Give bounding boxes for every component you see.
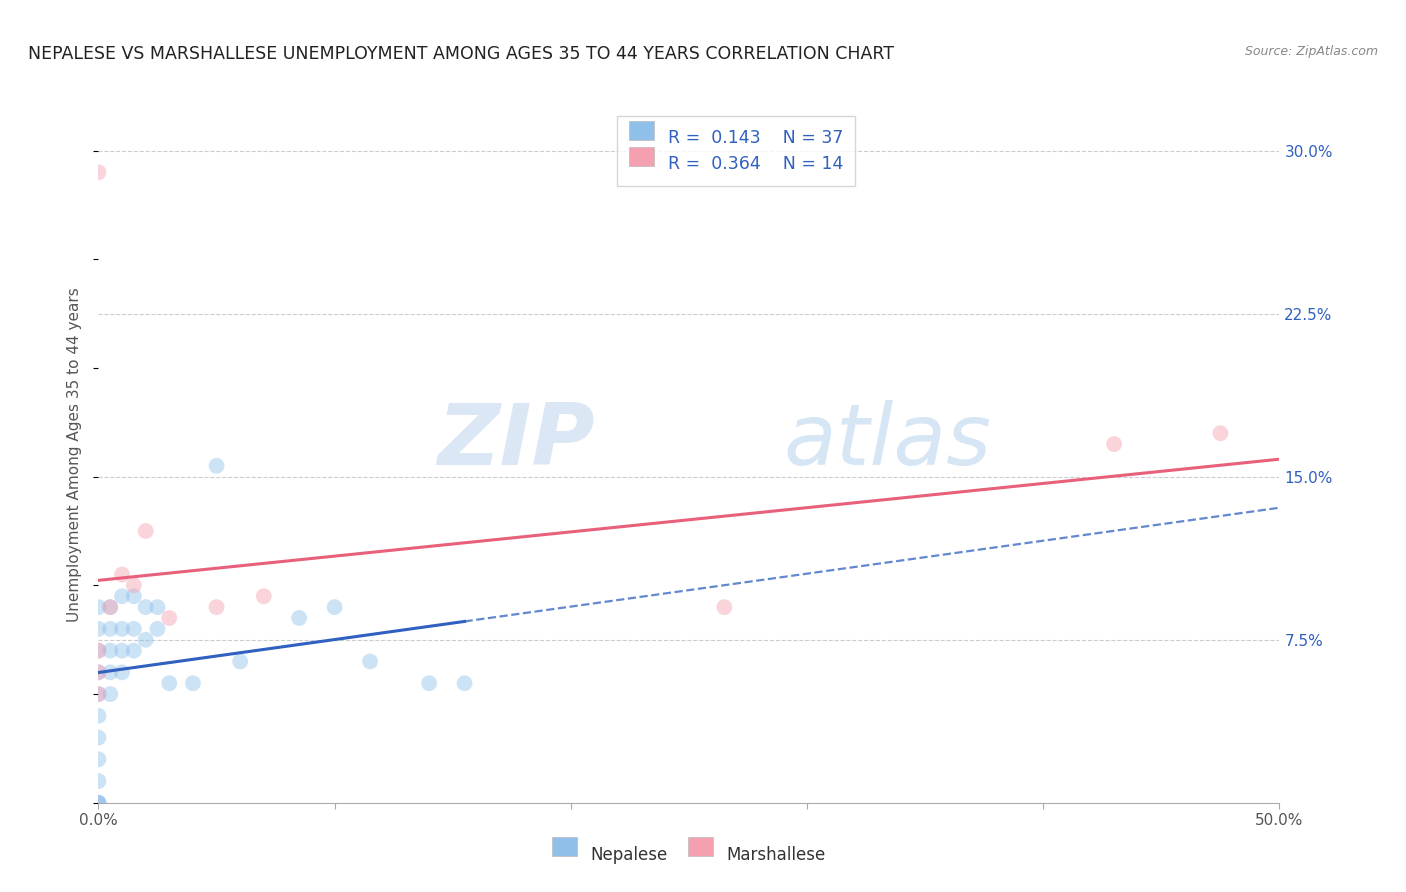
Text: NEPALESE VS MARSHALLESE UNEMPLOYMENT AMONG AGES 35 TO 44 YEARS CORRELATION CHART: NEPALESE VS MARSHALLESE UNEMPLOYMENT AMO… [28, 45, 894, 62]
Point [98, 665, 121, 680]
Point [205, 458, 228, 473]
Text: Source: ZipAtlas.com: Source: ZipAtlas.com [1244, 45, 1378, 58]
Point [87, 665, 110, 680]
Point [205, 600, 228, 615]
Point [229, 655, 252, 669]
Legend: Nepalese, Marshallese: Nepalese, Marshallese [546, 838, 832, 871]
Point [418, 676, 440, 690]
Point [146, 622, 169, 636]
Point [98, 600, 121, 615]
Point [122, 578, 145, 592]
Point [87, 643, 110, 657]
Point [288, 611, 311, 625]
Point [157, 676, 180, 690]
Point [87, 622, 110, 636]
Point [87, 708, 110, 723]
Point [87, 643, 110, 657]
Point [87, 665, 110, 680]
Point [111, 665, 134, 680]
Text: ZIP: ZIP [437, 400, 595, 483]
Point [181, 676, 204, 690]
Point [453, 676, 475, 690]
Point [98, 600, 121, 615]
Point [87, 752, 110, 766]
Point [87, 774, 110, 789]
Point [135, 524, 157, 538]
Point [98, 622, 121, 636]
Point [253, 589, 276, 603]
Point [87, 687, 110, 701]
Point [1209, 426, 1232, 441]
Point [87, 165, 110, 179]
Point [122, 643, 145, 657]
Point [122, 622, 145, 636]
Point [87, 687, 110, 701]
Point [157, 611, 180, 625]
Point [122, 589, 145, 603]
Point [111, 643, 134, 657]
Point [713, 600, 735, 615]
Point [87, 796, 110, 810]
Point [135, 600, 157, 615]
Point [323, 600, 346, 615]
Point [359, 655, 381, 669]
Point [98, 687, 121, 701]
Point [135, 632, 157, 647]
Point [146, 600, 169, 615]
Point [111, 567, 134, 582]
Point [87, 796, 110, 810]
Y-axis label: Unemployment Among Ages 35 to 44 years: Unemployment Among Ages 35 to 44 years [67, 287, 83, 623]
Point [87, 731, 110, 745]
Point [87, 796, 110, 810]
Point [1102, 437, 1125, 451]
Point [98, 643, 121, 657]
Point [87, 600, 110, 615]
Text: atlas: atlas [783, 400, 991, 483]
Point [111, 622, 134, 636]
Point [111, 589, 134, 603]
